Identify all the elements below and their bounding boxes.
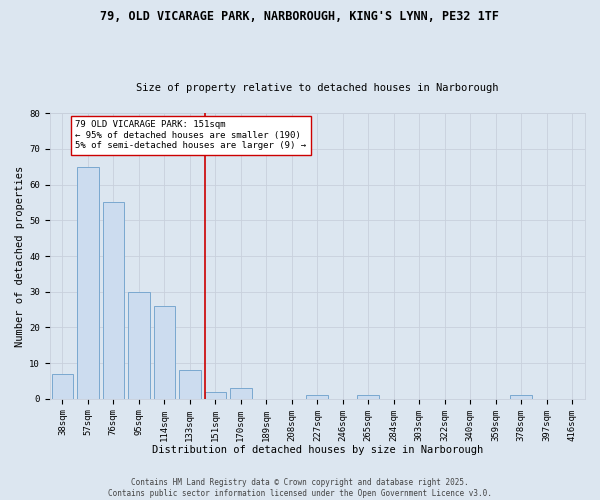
Bar [128, 292, 150, 399]
Text: 79 OLD VICARAGE PARK: 151sqm
← 95% of detached houses are smaller (190)
5% of se: 79 OLD VICARAGE PARK: 151sqm ← 95% of de… [75, 120, 306, 150]
Bar [77, 167, 99, 399]
X-axis label: Distribution of detached houses by size in Narborough: Distribution of detached houses by size … [152, 445, 483, 455]
Bar [52, 374, 73, 399]
Bar [511, 396, 532, 399]
Text: Contains HM Land Registry data © Crown copyright and database right 2025.
Contai: Contains HM Land Registry data © Crown c… [108, 478, 492, 498]
Y-axis label: Number of detached properties: Number of detached properties [15, 166, 25, 346]
Bar [205, 392, 226, 399]
Bar [154, 306, 175, 399]
Bar [307, 396, 328, 399]
Title: Size of property relative to detached houses in Narborough: Size of property relative to detached ho… [136, 83, 499, 93]
Bar [103, 202, 124, 399]
Text: 79, OLD VICARAGE PARK, NARBOROUGH, KING'S LYNN, PE32 1TF: 79, OLD VICARAGE PARK, NARBOROUGH, KING'… [101, 10, 499, 23]
Bar [230, 388, 251, 399]
Bar [358, 396, 379, 399]
Bar [179, 370, 200, 399]
